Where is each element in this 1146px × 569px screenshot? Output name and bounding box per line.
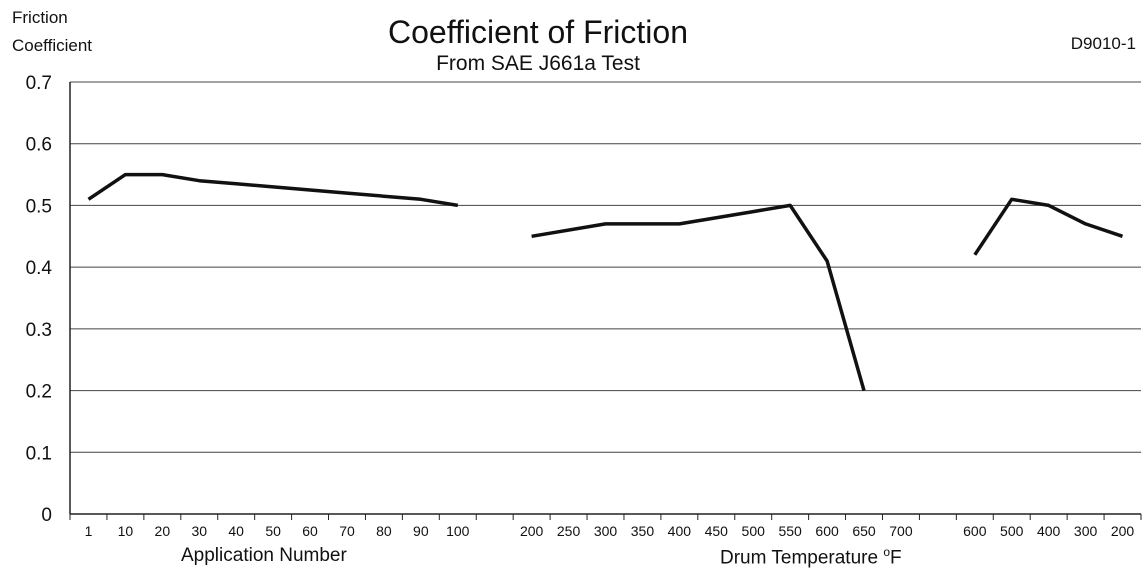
series-line-cooling bbox=[973, 197, 1124, 256]
y-tick-label: 0.2 bbox=[26, 382, 52, 403]
x-tick-label: 30 bbox=[191, 523, 207, 539]
x-axis-label-drum-temperature-text: Drum Temperature bbox=[720, 547, 879, 569]
x-axis-label-unit: F bbox=[890, 547, 902, 569]
x-tick-label: 300 bbox=[594, 523, 618, 539]
x-tick-label: 400 bbox=[668, 523, 692, 539]
x-tick-label: 70 bbox=[339, 523, 355, 539]
x-tick-label: 200 bbox=[520, 523, 544, 539]
x-tick-label: 300 bbox=[1074, 523, 1098, 539]
figure-code: D9010-1 bbox=[1070, 34, 1136, 53]
x-tick-label: 20 bbox=[155, 523, 171, 539]
y-axis-label-line1: Friction bbox=[12, 8, 68, 27]
chart-title: Coefficient of Friction bbox=[388, 14, 688, 50]
series-line-heating bbox=[531, 203, 866, 392]
x-tick-label: 50 bbox=[265, 523, 281, 539]
x-tick-label: 1 bbox=[85, 523, 93, 539]
x-axis-label-drum-temperature: Drum Temperature oF bbox=[720, 545, 902, 569]
x-tick-label: 600 bbox=[815, 523, 839, 539]
x-tick-label: 10 bbox=[118, 523, 134, 539]
x-tick-label: 650 bbox=[852, 523, 876, 539]
x-tick-label: 80 bbox=[376, 523, 392, 539]
y-tick-label: 0.7 bbox=[26, 73, 52, 94]
x-tick-label: 100 bbox=[446, 523, 470, 539]
x-tick-label: 500 bbox=[1000, 523, 1024, 539]
x-tick-label: 400 bbox=[1037, 523, 1061, 539]
x-tick-label: 200 bbox=[1111, 523, 1135, 539]
y-tick-label: 0.6 bbox=[26, 135, 52, 156]
chart-subtitle: From SAE J661a Test bbox=[436, 52, 640, 75]
y-tick-label: 0.4 bbox=[26, 258, 53, 279]
y-tick-label: 0.1 bbox=[26, 443, 52, 464]
y-tick-label: 0 bbox=[41, 505, 52, 526]
x-axis-label-application: Application Number bbox=[181, 545, 347, 566]
x-tick-label: 500 bbox=[742, 523, 766, 539]
degree-symbol: o bbox=[883, 545, 891, 559]
x-tick-label: 60 bbox=[302, 523, 318, 539]
y-tick-label: 0.5 bbox=[26, 196, 52, 217]
y-tick-label: 0.3 bbox=[26, 320, 52, 341]
x-tick-label: 550 bbox=[778, 523, 802, 539]
x-tick-label: 700 bbox=[889, 523, 913, 539]
x-tick-label: 90 bbox=[413, 523, 429, 539]
x-tick-label: 450 bbox=[705, 523, 729, 539]
x-tick-label: 600 bbox=[963, 523, 987, 539]
x-tick-label: 350 bbox=[631, 523, 655, 539]
x-tick-label: 250 bbox=[557, 523, 581, 539]
series-line-application bbox=[87, 172, 459, 208]
y-axis-label-line2: Coefficient bbox=[12, 36, 93, 55]
x-tick-label: 40 bbox=[228, 523, 244, 539]
